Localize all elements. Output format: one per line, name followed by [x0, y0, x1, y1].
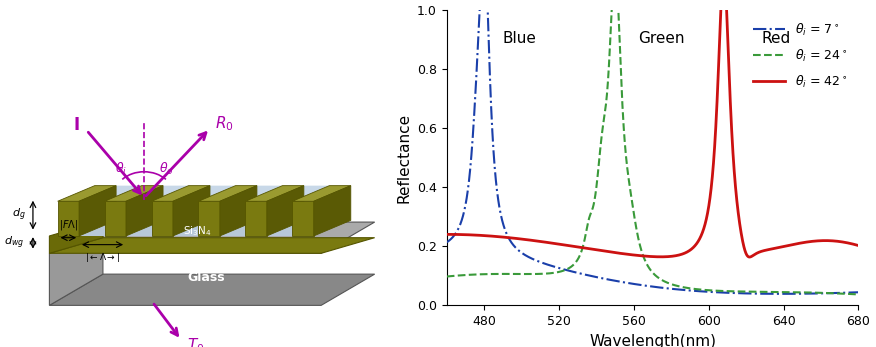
Polygon shape: [58, 186, 117, 201]
Polygon shape: [58, 201, 79, 236]
Text: $\mathrm{Si_3N_4}$: $\mathrm{Si_3N_4}$: [183, 224, 212, 238]
Polygon shape: [293, 186, 350, 201]
Text: Blue: Blue: [503, 31, 537, 46]
Polygon shape: [49, 274, 375, 305]
Polygon shape: [79, 186, 142, 201]
Polygon shape: [49, 220, 102, 253]
Text: Green: Green: [638, 31, 684, 46]
Polygon shape: [126, 201, 152, 236]
Text: $|\leftarrow\Lambda\rightarrow|$: $|\leftarrow\Lambda\rightarrow|$: [85, 251, 120, 264]
Polygon shape: [173, 186, 236, 201]
Polygon shape: [267, 201, 293, 236]
Y-axis label: Reflectance: Reflectance: [397, 113, 412, 203]
Text: Glass: Glass: [187, 271, 224, 284]
Text: I: I: [73, 116, 79, 134]
Polygon shape: [126, 186, 188, 201]
Polygon shape: [49, 238, 375, 253]
Polygon shape: [49, 222, 102, 305]
Polygon shape: [104, 186, 163, 201]
Polygon shape: [79, 186, 117, 236]
Text: $d_g$: $d_g$: [11, 207, 25, 223]
Polygon shape: [126, 186, 163, 236]
Polygon shape: [220, 186, 257, 236]
Polygon shape: [199, 201, 220, 236]
X-axis label: Wavelength(nm): Wavelength(nm): [590, 333, 716, 347]
Text: $T_0$: $T_0$: [187, 336, 204, 347]
Text: $|F\Lambda|$: $|F\Lambda|$: [59, 218, 78, 232]
Polygon shape: [220, 186, 282, 201]
Polygon shape: [173, 186, 210, 236]
Polygon shape: [293, 201, 314, 236]
Polygon shape: [245, 201, 267, 236]
Polygon shape: [79, 201, 104, 236]
Polygon shape: [245, 186, 304, 201]
Text: Red: Red: [761, 31, 790, 46]
Polygon shape: [220, 201, 245, 236]
Polygon shape: [104, 201, 126, 236]
Legend: $\theta_i$ = 7$^\circ$, $\theta_i$ = 24$^\circ$, $\theta_i$ = 42$^\circ$: $\theta_i$ = 7$^\circ$, $\theta_i$ = 24$…: [748, 17, 852, 95]
Polygon shape: [314, 186, 350, 236]
Text: $d_{wg}$: $d_{wg}$: [4, 235, 25, 251]
Text: $\theta_o$: $\theta_o$: [159, 161, 174, 177]
Text: $\theta_i$: $\theta_i$: [116, 161, 128, 177]
Polygon shape: [173, 201, 199, 236]
Text: $R_0$: $R_0$: [215, 114, 234, 133]
Polygon shape: [49, 222, 375, 253]
Polygon shape: [152, 201, 173, 236]
Polygon shape: [152, 186, 210, 201]
Polygon shape: [267, 186, 304, 236]
Polygon shape: [199, 186, 257, 201]
Polygon shape: [267, 186, 329, 201]
